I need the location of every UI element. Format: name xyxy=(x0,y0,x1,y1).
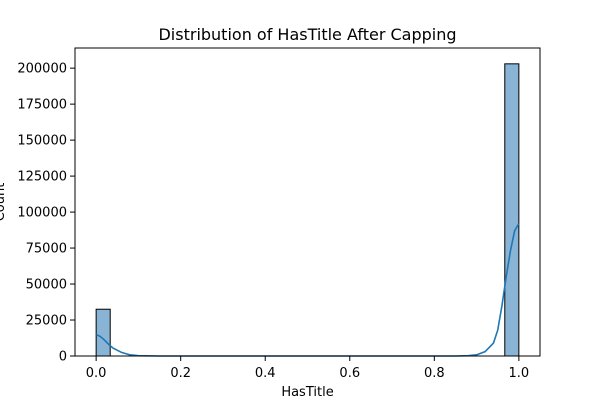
kde-curve xyxy=(95,223,520,357)
y-axis-label: Count xyxy=(0,183,8,222)
y-tick-label: 0 xyxy=(59,350,67,365)
x-tick-label: 0.0 xyxy=(86,366,107,381)
x-tick-label: 1.0 xyxy=(509,366,530,381)
y-tick-label: 25000 xyxy=(26,314,67,329)
y-tick-label: 125000 xyxy=(17,170,67,185)
x-tick-label: 0.2 xyxy=(170,366,191,381)
y-tick-label: 50000 xyxy=(26,278,67,293)
histogram-bar-0 xyxy=(95,308,111,357)
y-tick-label: 150000 xyxy=(17,134,67,149)
plot-frame xyxy=(74,47,541,357)
y-tick-label: 175000 xyxy=(17,98,67,113)
x-tick-label: 0.4 xyxy=(255,366,276,381)
x-tick-label: 0.6 xyxy=(339,366,360,381)
histogram-bar-1 xyxy=(504,63,520,357)
y-tick-label: 200000 xyxy=(17,62,67,77)
x-tick-label: 0.8 xyxy=(424,366,445,381)
chart-title: Distribution of HasTitle After Capping xyxy=(158,25,456,44)
y-tick-label: 75000 xyxy=(26,242,67,257)
x-axis-label: HasTitle xyxy=(281,385,333,400)
y-tick-label: 100000 xyxy=(17,206,67,221)
plot-area xyxy=(95,63,520,357)
y-axis: 0 25000 50000 75000 100000 125000 150000 175000… xyxy=(17,62,75,365)
x-axis: 0.0 0.2 0.4 0.6 0.8 1.0 xyxy=(86,356,529,381)
